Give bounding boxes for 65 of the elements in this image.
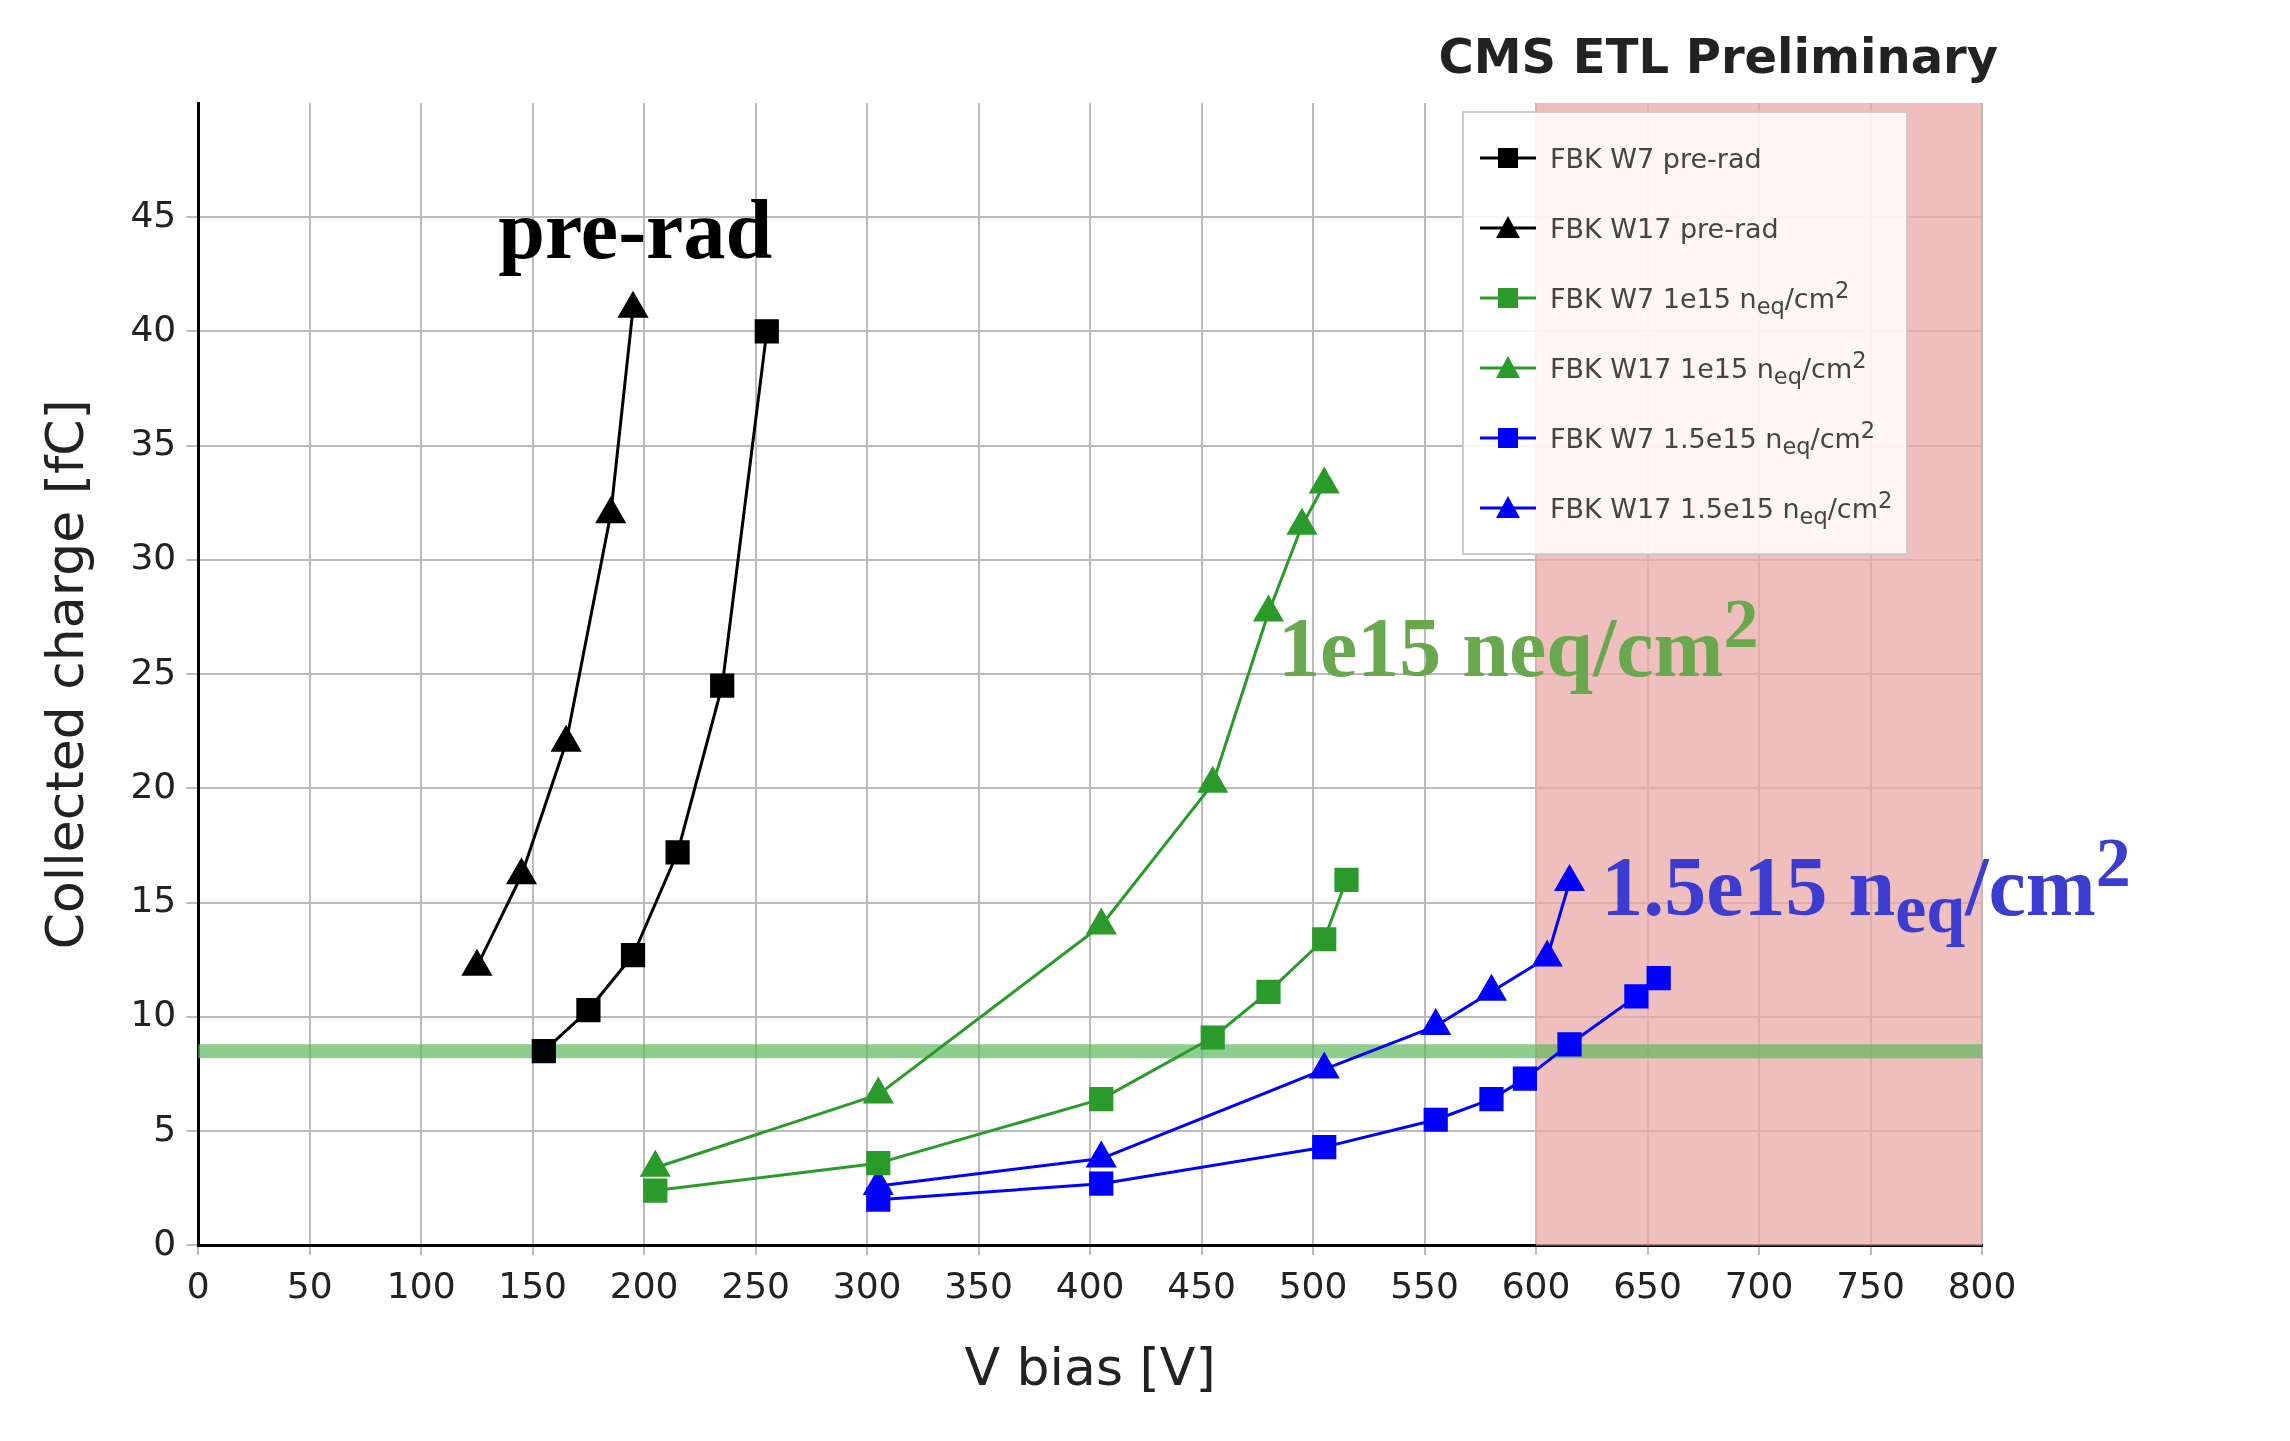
- x-tick-label: 700: [1724, 1265, 1794, 1307]
- point: [1423, 1107, 1448, 1132]
- y-tick-label: 30: [130, 536, 177, 578]
- legend-label: FBK W17 pre-rad: [1550, 212, 1779, 244]
- y-tick-label: 0: [153, 1221, 177, 1263]
- point: [1256, 979, 1281, 1004]
- text: CMS ETL Preliminary: [1438, 28, 1998, 84]
- point: [551, 726, 581, 752]
- x-tick-label: 100: [386, 1265, 456, 1307]
- x-tick-label: 150: [498, 1265, 568, 1307]
- point: [1287, 509, 1317, 535]
- x-axis-title: V bias [V]: [964, 1337, 1216, 1398]
- point: [1646, 965, 1671, 991]
- x-tick-label: 800: [1947, 1265, 2017, 1307]
- y-tick-label: 40: [130, 307, 177, 349]
- legend-label: FBK W17 1e15 n$_{eq}$/cm$^{2}$: [1550, 346, 1867, 390]
- x-tick-label: 0: [186, 1265, 210, 1307]
- y-tick-label: 25: [130, 650, 177, 692]
- point: [1479, 1087, 1504, 1112]
- annotation: pre-rad: [498, 181, 773, 278]
- x-tick-label: 50: [286, 1265, 333, 1307]
- x-tick-label: 350: [944, 1265, 1013, 1307]
- y-tick-label: 5: [153, 1107, 177, 1149]
- x-tick-label: 550: [1390, 1265, 1459, 1307]
- x-tick-label: 400: [1055, 1265, 1125, 1307]
- legend-label: FBK W17 1.5e15 n$_{eq}$/cm$^{2}$: [1550, 486, 1893, 530]
- x-tick-label: 450: [1167, 1265, 1236, 1307]
- point: [1089, 1171, 1114, 1196]
- point: [1312, 927, 1337, 952]
- annotation: 1.5e15 n$_{eq}$/cm$^{2}$: [1601, 822, 2131, 949]
- point: [1309, 468, 1339, 494]
- point: [1624, 984, 1649, 1009]
- point: [866, 1151, 891, 1176]
- y-tick-label: 35: [130, 422, 177, 464]
- legend-label: FBK W7 1e15 n$_{eq}$/cm$^{2}$: [1550, 276, 1850, 320]
- point: [1200, 1025, 1225, 1050]
- x-tick-label: 300: [832, 1265, 902, 1307]
- x-tick-label: 250: [721, 1265, 790, 1307]
- legend-label: FBK W7 1.5e15 n$_{eq}$/cm$^{2}$: [1550, 416, 1876, 460]
- point: [866, 1187, 891, 1212]
- point: [1089, 1087, 1114, 1112]
- annotation: 1e15 neq/cm$^{2}$: [1277, 583, 1759, 696]
- x-tick-label: 500: [1278, 1265, 1348, 1307]
- y-tick-label: 45: [130, 193, 177, 235]
- y-tick-label: 15: [130, 879, 177, 921]
- point: [1253, 596, 1283, 622]
- point: [643, 1178, 668, 1203]
- point: [1334, 867, 1359, 892]
- x-tick-label: 200: [609, 1265, 679, 1307]
- x-tick-label: 750: [1836, 1265, 1905, 1307]
- legend-label: FBK W7 pre-rad: [1550, 142, 1762, 174]
- point: [596, 497, 626, 524]
- y-tick-label: 10: [130, 993, 177, 1035]
- point: [1512, 1066, 1538, 1091]
- y-axis-title: Collected charge [fC]: [34, 399, 95, 950]
- point: [531, 1039, 556, 1064]
- x-tick-label: 650: [1613, 1265, 1682, 1307]
- point: [665, 840, 690, 865]
- point: [576, 997, 601, 1023]
- y-tick-label: 20: [130, 764, 177, 806]
- point: [1557, 1032, 1582, 1057]
- point: [618, 292, 648, 318]
- point: [620, 943, 646, 968]
- point: [1312, 1135, 1337, 1160]
- x-tick-label: 600: [1501, 1265, 1571, 1307]
